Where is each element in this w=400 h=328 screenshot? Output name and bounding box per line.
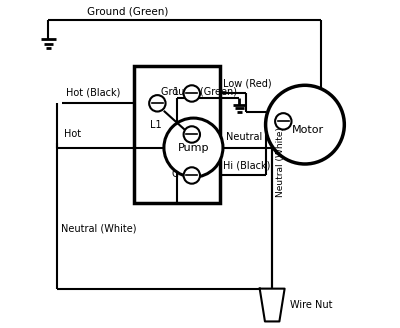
Circle shape [275, 113, 292, 130]
Text: Ground (Green): Ground (Green) [161, 87, 237, 97]
Bar [134, 66, 220, 203]
Text: C: C [172, 170, 179, 179]
Circle shape [184, 167, 200, 184]
Polygon shape [260, 289, 285, 321]
Circle shape [164, 118, 223, 177]
Text: Hot: Hot [64, 130, 81, 139]
Text: Hi (Black): Hi (Black) [223, 161, 270, 171]
Text: Neutral (White): Neutral (White) [276, 127, 285, 197]
Text: L1: L1 [150, 120, 162, 130]
Circle shape [184, 85, 200, 102]
Text: Motor: Motor [292, 125, 324, 134]
Circle shape [266, 85, 344, 164]
Text: Wire Nut: Wire Nut [290, 300, 332, 310]
Text: Pump: Pump [178, 143, 209, 153]
Text: Ground (Green): Ground (Green) [87, 7, 168, 16]
Text: Neutral: Neutral [226, 132, 262, 142]
Circle shape [149, 95, 166, 112]
Text: Low (Red): Low (Red) [223, 79, 272, 89]
Text: Hot (Black): Hot (Black) [66, 88, 120, 97]
Circle shape [184, 126, 200, 143]
Text: 2: 2 [172, 129, 179, 138]
Text: 1: 1 [172, 88, 179, 97]
Text: Neutral (White): Neutral (White) [61, 223, 136, 233]
